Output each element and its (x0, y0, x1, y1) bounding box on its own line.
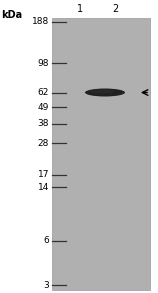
Bar (52, 18, 150, 290)
Text: 49: 49 (38, 103, 49, 112)
Text: 62: 62 (38, 88, 49, 97)
Text: 98: 98 (37, 59, 49, 68)
Ellipse shape (90, 89, 114, 93)
Text: 14: 14 (38, 183, 49, 192)
Text: 2: 2 (112, 4, 118, 14)
Text: 28: 28 (38, 139, 49, 148)
Text: kDa: kDa (1, 10, 22, 20)
Ellipse shape (85, 88, 125, 96)
Text: 188: 188 (32, 18, 49, 26)
Text: 6: 6 (43, 236, 49, 246)
Text: 17: 17 (37, 170, 49, 179)
Text: 1: 1 (77, 4, 83, 14)
Text: 38: 38 (37, 119, 49, 128)
Text: 3: 3 (43, 280, 49, 289)
